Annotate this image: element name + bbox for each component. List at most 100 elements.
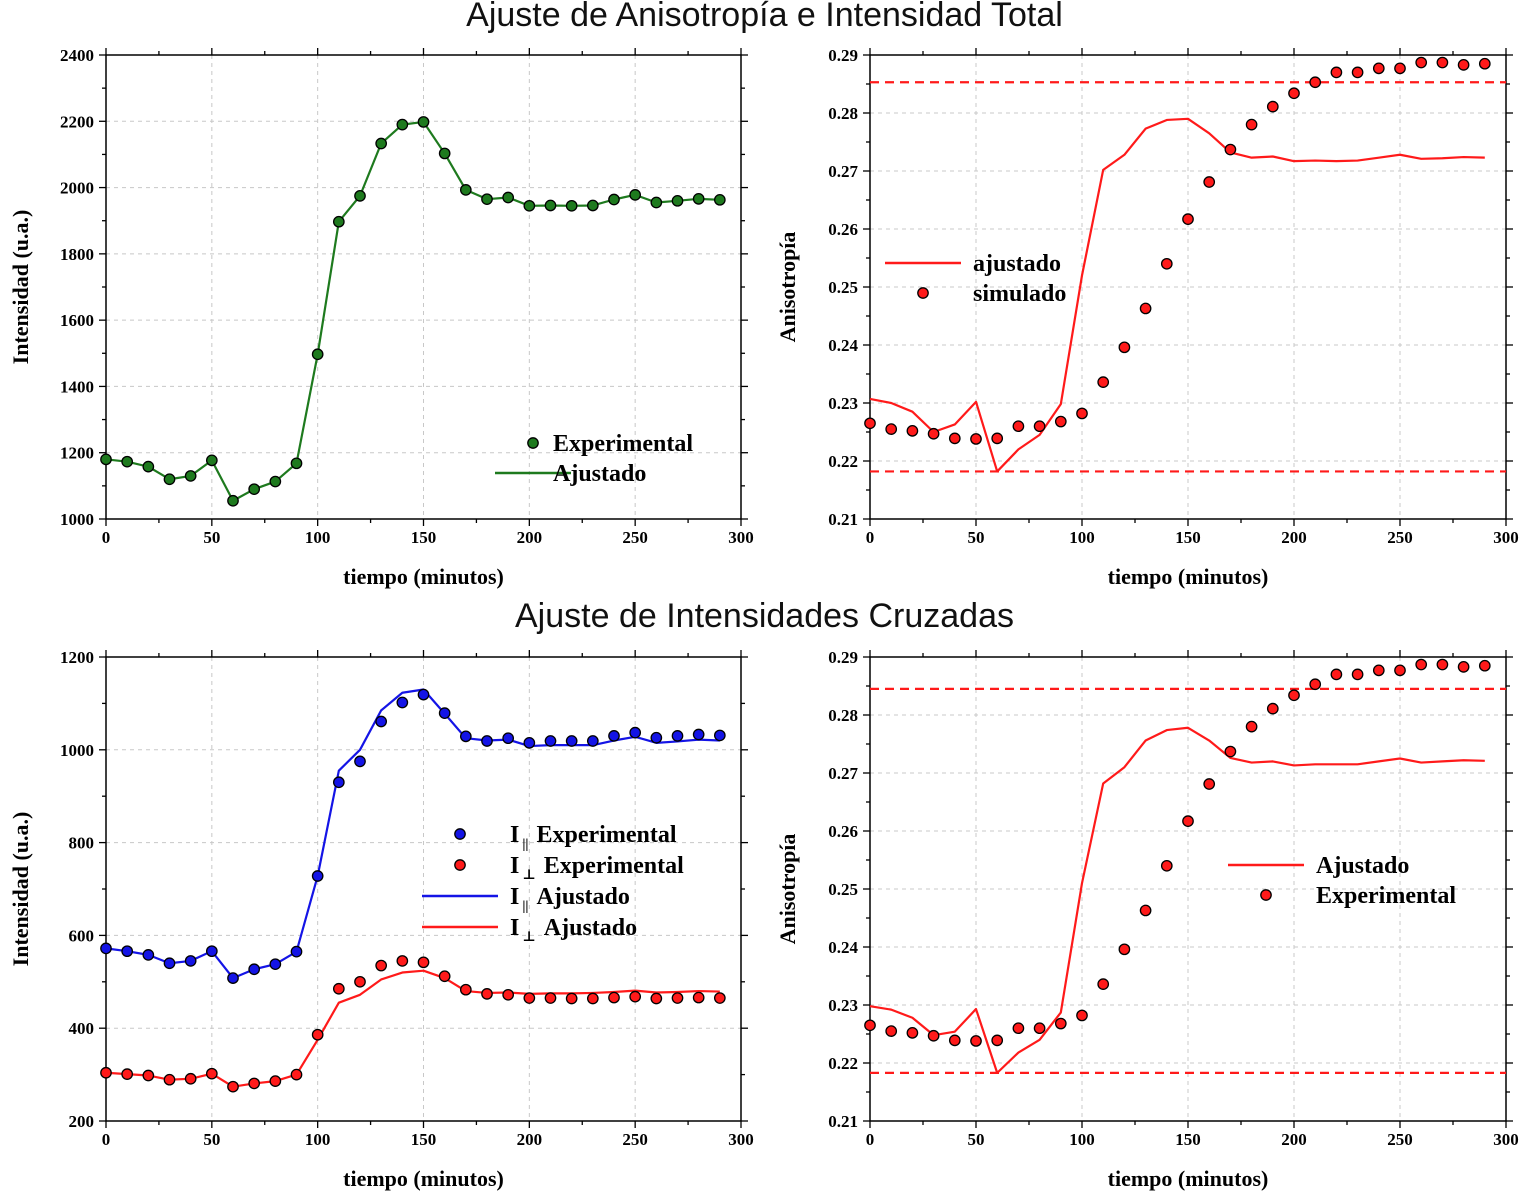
y-tick-label: 1200 xyxy=(60,648,94,667)
y-tick-label: 0.24 xyxy=(828,336,858,355)
data-point xyxy=(332,776,345,789)
data-point xyxy=(713,193,726,206)
data-point xyxy=(1457,59,1470,71)
data-point xyxy=(692,991,705,1004)
series-group xyxy=(100,688,726,1093)
data-point xyxy=(227,972,239,984)
series-group xyxy=(864,56,1491,473)
data-point xyxy=(629,990,642,1003)
data-point xyxy=(396,955,409,967)
y-tick-label: 2200 xyxy=(60,112,94,131)
data-point xyxy=(927,427,940,440)
data-point xyxy=(1160,859,1173,872)
data-point xyxy=(608,730,620,742)
data-point xyxy=(142,460,155,473)
x-axis-title: tiempo (minutos) xyxy=(1108,564,1269,589)
data-point xyxy=(885,1025,898,1037)
top-section-title: Ajuste de Anisotropía e Intensidad Total xyxy=(466,0,1063,34)
chart-intensity_total: 0 50 100 150 200 250 300 1000 1200 1400 1600 1800 20… xyxy=(8,46,754,589)
y-axis-title: Anisotropía xyxy=(775,834,800,945)
y-tick-label: 0.23 xyxy=(828,996,858,1015)
data-point xyxy=(121,945,134,958)
x-tick-label: 250 xyxy=(1387,528,1413,547)
data-point xyxy=(417,688,430,701)
x-axis-title: tiempo (minutos) xyxy=(343,564,504,589)
data-point xyxy=(269,475,282,488)
data-point xyxy=(565,199,578,212)
data-point xyxy=(100,453,112,466)
data-point xyxy=(269,958,282,971)
x-tick-label: 150 xyxy=(411,1130,437,1149)
data-point xyxy=(227,1080,239,1093)
data-point xyxy=(1224,143,1237,156)
legend-label: Experimental xyxy=(1316,883,1456,909)
y-tick-label: 0.21 xyxy=(828,1112,858,1131)
data-point xyxy=(650,196,663,209)
data-point xyxy=(1139,904,1152,917)
data-point xyxy=(1394,62,1406,75)
data-point xyxy=(375,959,388,972)
y-tick-label: 0.26 xyxy=(828,220,858,239)
data-point xyxy=(1288,87,1300,100)
data-point xyxy=(713,729,726,742)
legend-point-swatch xyxy=(454,859,466,871)
data-point xyxy=(248,483,261,496)
data-point xyxy=(163,473,176,486)
data-point xyxy=(142,949,155,961)
data-point xyxy=(544,199,557,212)
data-point xyxy=(523,992,536,1004)
data-point xyxy=(502,191,515,204)
data-point xyxy=(459,184,472,196)
data-point xyxy=(1415,56,1428,69)
data-point xyxy=(864,417,876,430)
legend: Ajustado Experimental xyxy=(1228,853,1456,909)
y-tick-label: 2000 xyxy=(60,179,94,198)
data-point xyxy=(163,957,176,970)
x-tick-label: 300 xyxy=(1493,1130,1519,1149)
y-tick-label: 0.22 xyxy=(828,1054,858,1073)
chart-anisotropy_total: 0 50 100 150 200 250 300 0.21 0.22 0.23 0.24 0.25 0.… xyxy=(775,46,1519,589)
y-tick-label: 0.28 xyxy=(828,706,858,725)
data-point xyxy=(1372,62,1385,75)
y-axis-title: Intensidad (u.a.) xyxy=(8,812,33,967)
data-point xyxy=(375,715,388,728)
y-tick-label: 1000 xyxy=(60,510,94,529)
legend-label: I || Ajustado xyxy=(510,884,630,914)
data-point xyxy=(1203,176,1216,188)
data-point xyxy=(459,983,472,996)
data-point xyxy=(970,1035,982,1047)
y-tick-label: 0.25 xyxy=(828,880,858,899)
data-point xyxy=(1076,1009,1088,1022)
x-tick-label: 150 xyxy=(411,528,437,547)
data-point xyxy=(311,1028,324,1041)
data-point xyxy=(1033,1022,1046,1035)
data-point xyxy=(1372,664,1385,677)
x-tick-label: 100 xyxy=(305,528,331,547)
data-point xyxy=(227,494,239,507)
data-point xyxy=(1118,341,1131,354)
series-group xyxy=(100,116,726,507)
data-point xyxy=(438,970,451,983)
y-tick-label: 0.26 xyxy=(828,822,858,841)
y-tick-label: 0.24 xyxy=(828,938,858,957)
data-point xyxy=(1330,668,1343,681)
data-point xyxy=(396,696,409,709)
data-point xyxy=(565,992,578,1005)
legend-label: Ajustado xyxy=(553,461,646,487)
data-point xyxy=(1182,213,1194,225)
x-tick-label: 250 xyxy=(1387,1130,1413,1149)
y-tick-label: 0.27 xyxy=(828,162,858,181)
data-point xyxy=(650,731,663,744)
data-point xyxy=(481,735,493,747)
y-tick-label: 0.21 xyxy=(828,510,858,529)
data-point xyxy=(332,215,345,228)
data-point xyxy=(1415,658,1428,671)
data-point xyxy=(608,991,620,1004)
data-point xyxy=(671,992,684,1004)
data-point xyxy=(502,732,515,745)
x-tick-label: 300 xyxy=(728,528,754,547)
data-point xyxy=(1351,66,1364,79)
data-point xyxy=(1478,57,1491,70)
x-tick-label: 200 xyxy=(517,528,543,547)
